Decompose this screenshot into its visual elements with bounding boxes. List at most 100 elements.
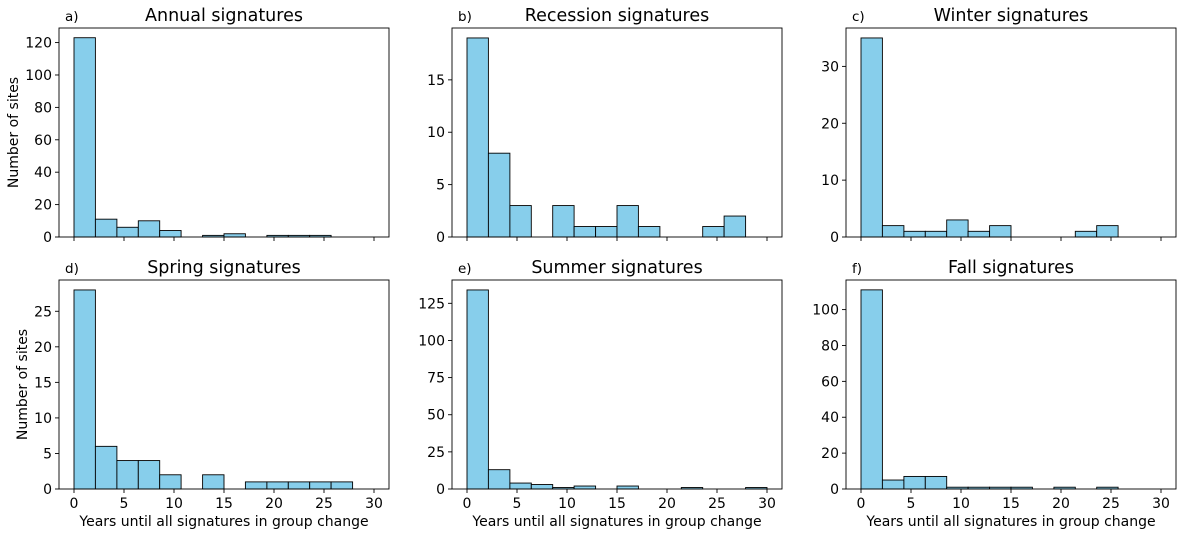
y-tick-label: 20 [34, 340, 52, 356]
histogram-bar [94, 445, 118, 490]
y-tick-label: 0 [830, 230, 839, 246]
y-tick-label: 15 [427, 73, 445, 89]
axes-frame [58, 27, 390, 238]
histogram-bar [73, 37, 96, 238]
x-tick-label: 15 [1002, 496, 1020, 512]
panel-label: b) [458, 9, 472, 25]
y-tick-label: 0 [436, 482, 445, 498]
y-tick-label: 5 [436, 178, 445, 194]
y-tick-label: 30 [821, 59, 839, 75]
chart-title: Summer signatures [531, 258, 702, 278]
histogram-panel: 0 10 20 30 Winter signatures c) [821, 6, 1177, 246]
histogram-bar [1074, 230, 1098, 238]
histogram-bar [266, 481, 289, 490]
x-tick-label: 30 [758, 496, 776, 512]
x-tick-label: 10 [165, 496, 183, 512]
y-tick-label: 15 [34, 375, 52, 391]
histogram-bar [244, 481, 268, 490]
y-tick-label: 60 [34, 133, 52, 149]
x-tick-label: 30 [1152, 496, 1170, 512]
x-tick-label: 5 [513, 496, 522, 512]
panel-label: a) [65, 9, 79, 25]
histogram-bar [881, 225, 905, 238]
histogram-panel: 0 5 10 15 20 25 0 5 10 15 20 25 30 Spring signatures d… [15, 258, 390, 530]
x-tick-label: 0 [857, 496, 866, 512]
x-tick-label: 25 [1102, 496, 1120, 512]
panel-label: c) [852, 9, 865, 25]
y-tick-label: 25 [427, 445, 445, 461]
histogram-bar [989, 225, 1012, 238]
histogram-bar [309, 481, 332, 490]
x-axis-label: Years until all signatures in group chan… [471, 514, 761, 530]
x-tick-label: 20 [265, 496, 283, 512]
panel-label: f) [852, 261, 862, 277]
histogram-bar [509, 482, 532, 490]
y-tick-label: 10 [34, 411, 52, 427]
histogram-bar [723, 215, 747, 238]
histogram-bar [159, 474, 182, 490]
y-tick-label: 50 [427, 408, 445, 424]
axes-frame [845, 279, 1177, 490]
histogram-bar [116, 226, 139, 238]
y-tick-label: 125 [418, 296, 445, 312]
histogram-bar [202, 474, 225, 490]
x-tick-label: 25 [315, 496, 333, 512]
x-tick-label: 10 [952, 496, 970, 512]
panel-label: d) [65, 261, 79, 277]
histogram-bar [637, 226, 661, 238]
x-tick-label: 10 [558, 496, 576, 512]
y-axis-label: Number of sites [6, 77, 22, 188]
x-tick-label: 5 [907, 496, 916, 512]
histogram-bar [159, 230, 182, 238]
histogram-bar [530, 484, 554, 490]
axes-frame [451, 279, 783, 490]
histogram-bar [487, 152, 511, 238]
y-tick-label: 40 [821, 410, 839, 426]
y-tick-label: 100 [812, 303, 839, 319]
histogram-bar [881, 479, 905, 490]
histogram-bar [223, 233, 246, 238]
histogram-bar [967, 230, 991, 238]
y-tick-label: 25 [34, 304, 52, 320]
histogram-bar [903, 230, 926, 238]
x-tick-label: 0 [463, 496, 472, 512]
y-tick-label: 80 [34, 100, 52, 116]
chart-title: Spring signatures [147, 258, 301, 278]
chart-title: Winter signatures [934, 6, 1089, 26]
histogram-bar [702, 226, 725, 238]
y-tick-label: 20 [34, 198, 52, 214]
chart-title: Annual signatures [145, 6, 303, 26]
y-tick-label: 0 [436, 230, 445, 246]
histogram-bar [573, 226, 597, 238]
histogram-bar [94, 218, 118, 238]
x-axis-label: Years until all signatures in group chan… [78, 514, 368, 530]
axes-frame [845, 27, 1177, 238]
x-tick-label: 15 [608, 496, 626, 512]
y-tick-label: 10 [821, 173, 839, 189]
histogram-panel: 0 25 50 75 100 125 0 5 10 15 20 25 30 Summer signatur… [418, 258, 783, 530]
x-tick-label: 20 [1052, 496, 1070, 512]
y-tick-label: 80 [821, 338, 839, 354]
y-tick-label: 100 [25, 68, 52, 84]
x-tick-label: 25 [708, 496, 726, 512]
chart-title: Fall signatures [948, 258, 1074, 278]
histogram-bar [616, 205, 639, 238]
y-tick-label: 75 [427, 371, 445, 387]
y-tick-label: 40 [34, 165, 52, 181]
y-tick-label: 5 [43, 446, 52, 462]
x-tick-label: 20 [658, 496, 676, 512]
y-tick-label: 120 [25, 36, 52, 52]
chart-title: Recession signatures [525, 6, 710, 26]
histogram-bar [903, 475, 926, 490]
histogram-bar [552, 205, 575, 238]
histogram-bar [287, 481, 311, 490]
y-tick-label: 100 [418, 333, 445, 349]
histogram-bar [595, 226, 618, 238]
histogram-bar [466, 37, 489, 238]
x-axis-label: Years until all signatures in group chan… [865, 514, 1155, 530]
histogram-bar [1096, 225, 1119, 238]
x-tick-label: 5 [120, 496, 129, 512]
histogram-bar [137, 220, 161, 238]
y-tick-label: 0 [43, 482, 52, 498]
